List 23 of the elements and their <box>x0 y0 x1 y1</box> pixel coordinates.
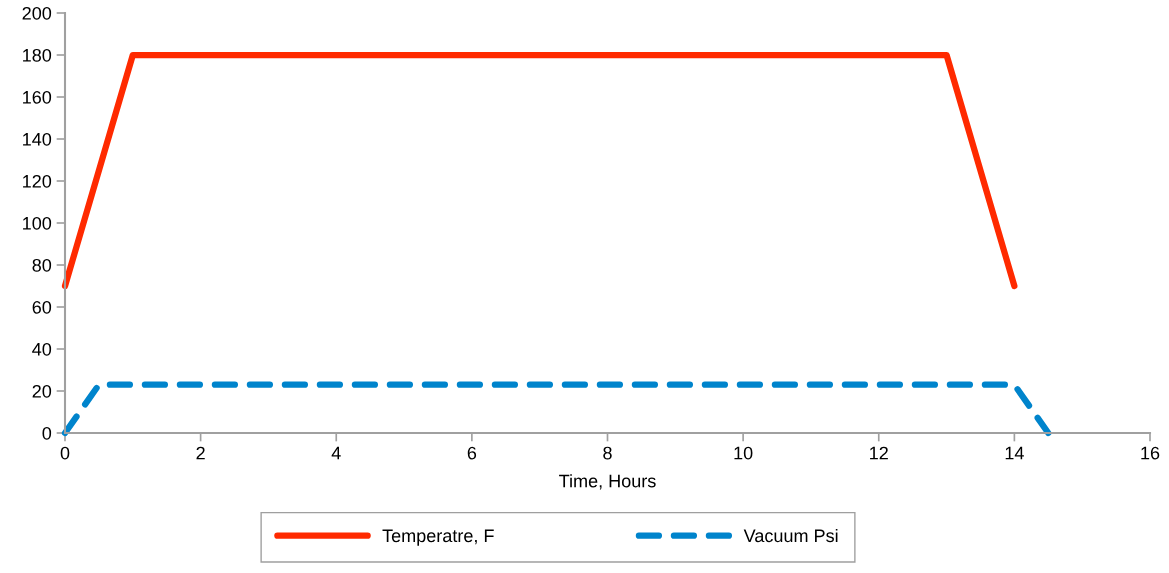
x-tick-label: 6 <box>467 446 477 460</box>
x-tick-label: 8 <box>603 446 612 460</box>
x-tick-label: 10 <box>734 446 753 460</box>
y-tick-label: 200 <box>22 6 52 20</box>
legend-label: Temperatre, F <box>382 529 494 546</box>
y-tick-label: 40 <box>32 342 52 356</box>
x-tick-label: 14 <box>1005 446 1024 460</box>
y-tick-label: 20 <box>32 384 52 398</box>
legend-label: Vacuum Psi <box>743 528 838 543</box>
x-tick-label: 16 <box>1141 446 1160 460</box>
y-tick-label: 100 <box>23 216 52 230</box>
y-tick-label: 60 <box>32 300 52 314</box>
x-tick-label: 2 <box>196 446 205 460</box>
y-tick-label: 80 <box>32 258 52 272</box>
y-tick-label: 0 <box>42 426 52 440</box>
y-tick-label: 140 <box>23 132 52 146</box>
y-tick-label: 160 <box>23 90 52 104</box>
x-tick-label: 0 <box>60 446 70 460</box>
x-tick-label: 12 <box>870 446 888 460</box>
y-tick-label: 180 <box>23 48 52 62</box>
x-tick-label: 4 <box>331 446 341 460</box>
y-tick-label: 120 <box>23 174 52 188</box>
x-axis-title: Time, Hours <box>559 474 656 490</box>
